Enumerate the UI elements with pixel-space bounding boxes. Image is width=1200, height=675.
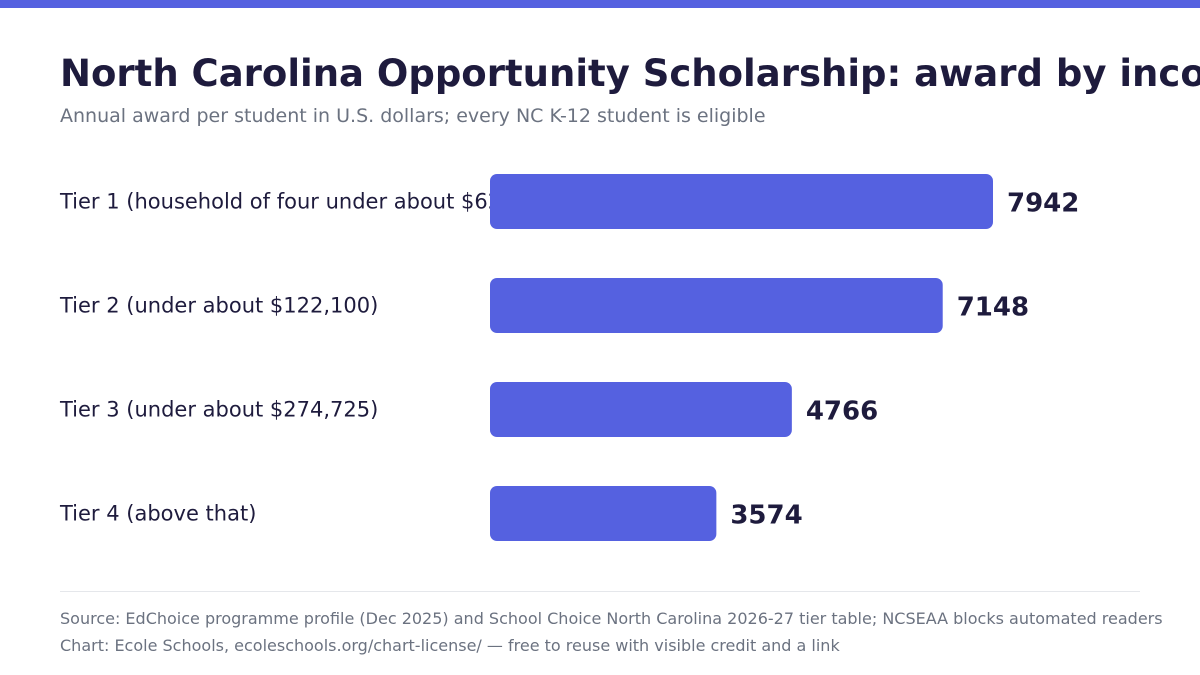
source-note: Source: EdChoice programme profile (Dec … bbox=[60, 609, 1163, 628]
category-label: Tier 2 (under about $122,100) bbox=[59, 294, 378, 318]
category-label: Tier 3 (under about $274,725) bbox=[59, 398, 378, 422]
bar bbox=[490, 278, 943, 333]
credit-note: Chart: Ecole Schools, ecoleschools.org/c… bbox=[60, 636, 840, 655]
bar bbox=[490, 174, 993, 229]
value-label: 7942 bbox=[1007, 189, 1079, 219]
bar bbox=[490, 486, 717, 541]
value-label: 3574 bbox=[730, 501, 802, 531]
top-accent-bar bbox=[0, 0, 1200, 8]
footer-divider bbox=[60, 591, 1140, 592]
chart-title: North Carolina Opportunity Scholarship: … bbox=[60, 52, 1200, 95]
category-label: Tier 4 (above that) bbox=[59, 502, 256, 526]
value-label: 4766 bbox=[806, 397, 878, 427]
chart-subtitle: Annual award per student in U.S. dollars… bbox=[60, 105, 766, 127]
value-label: 7148 bbox=[957, 293, 1029, 323]
bar bbox=[490, 382, 792, 437]
category-label: Tier 1 (household of four under about $6… bbox=[59, 190, 556, 214]
